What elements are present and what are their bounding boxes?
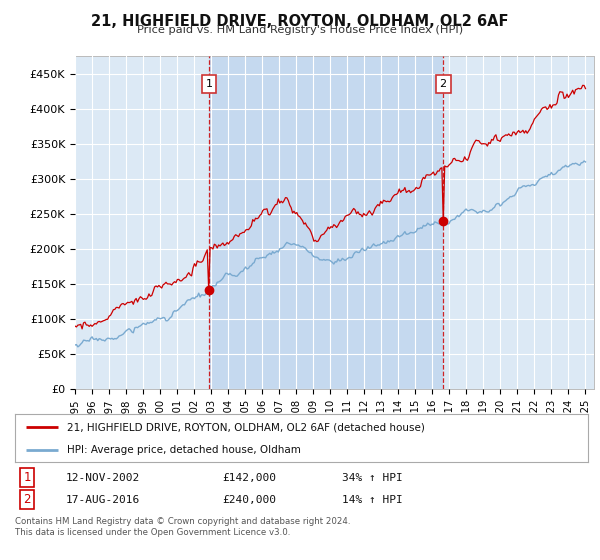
Text: 34% ↑ HPI: 34% ↑ HPI bbox=[342, 473, 403, 483]
Text: 14% ↑ HPI: 14% ↑ HPI bbox=[342, 494, 403, 505]
Text: Contains HM Land Registry data © Crown copyright and database right 2024.: Contains HM Land Registry data © Crown c… bbox=[15, 516, 350, 526]
Text: This data is licensed under the Open Government Licence v3.0.: This data is licensed under the Open Gov… bbox=[15, 528, 290, 537]
Text: 17-AUG-2016: 17-AUG-2016 bbox=[66, 494, 140, 505]
Text: Price paid vs. HM Land Registry's House Price Index (HPI): Price paid vs. HM Land Registry's House … bbox=[137, 25, 463, 35]
Text: 12-NOV-2002: 12-NOV-2002 bbox=[66, 473, 140, 483]
Text: HPI: Average price, detached house, Oldham: HPI: Average price, detached house, Oldh… bbox=[67, 445, 301, 455]
Text: 2: 2 bbox=[23, 493, 31, 506]
Text: 21, HIGHFIELD DRIVE, ROYTON, OLDHAM, OL2 6AF: 21, HIGHFIELD DRIVE, ROYTON, OLDHAM, OL2… bbox=[91, 14, 509, 29]
Text: £240,000: £240,000 bbox=[222, 494, 276, 505]
Bar bbox=[209, 56, 443, 389]
Text: 21, HIGHFIELD DRIVE, ROYTON, OLDHAM, OL2 6AF (detached house): 21, HIGHFIELD DRIVE, ROYTON, OLDHAM, OL2… bbox=[67, 422, 424, 432]
Text: £142,000: £142,000 bbox=[222, 473, 276, 483]
Text: 2: 2 bbox=[440, 79, 446, 89]
Text: 1: 1 bbox=[205, 79, 212, 89]
Text: 1: 1 bbox=[23, 471, 31, 484]
